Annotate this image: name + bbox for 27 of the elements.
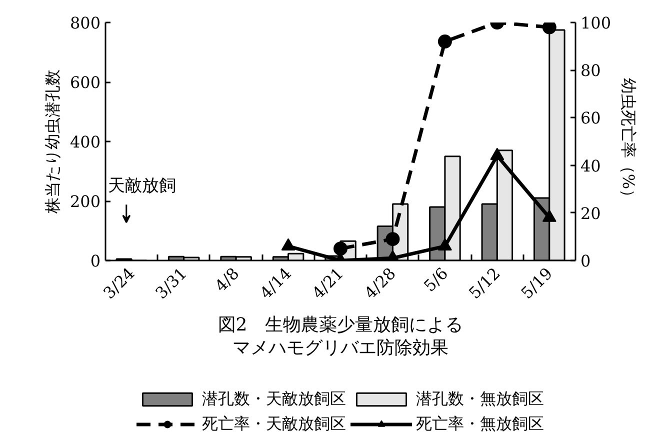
y2-axis-title: 幼虫死亡率（%） (619, 78, 638, 206)
point (542, 210, 556, 222)
legend-label: 死亡率・無放飼区 (416, 414, 544, 434)
legend-label: 潜孔数・天敵放飼区 (202, 388, 346, 410)
legend-label: 潜孔数・無放飼区 (416, 388, 544, 410)
y-tick-label: 0 (90, 252, 101, 270)
point (542, 22, 556, 34)
y2-tick-label: 40 (580, 156, 601, 176)
y2-tick-label: 60 (580, 108, 601, 128)
y2-tick-label: 80 (580, 61, 601, 80)
y2-tick-label: 20 (580, 204, 601, 223)
x-tick-label: 4/8 (211, 264, 243, 296)
x-tick-label: 5/6 (420, 264, 452, 296)
legend-label: 死亡率・天敵放飼区 (202, 414, 346, 434)
point (438, 34, 452, 49)
y-tick-label: 600 (70, 73, 101, 92)
y-tick-label: 800 (70, 14, 101, 32)
annotation: 天敵放飼 (108, 176, 176, 196)
y2-tick-label: 100 (580, 14, 612, 32)
y2-tick-label: 0 (580, 252, 591, 270)
point (438, 238, 452, 250)
y-tick-label: 200 (70, 192, 101, 211)
point (281, 238, 296, 250)
text: 図2 生物農薬少量放飼によるマメハモグリバエ防除効果 (218, 314, 464, 358)
point (490, 148, 504, 160)
y-tick-label: 400 (70, 132, 101, 152)
y-axis-title: 株当たり幼虫潜孔数 (42, 70, 62, 214)
